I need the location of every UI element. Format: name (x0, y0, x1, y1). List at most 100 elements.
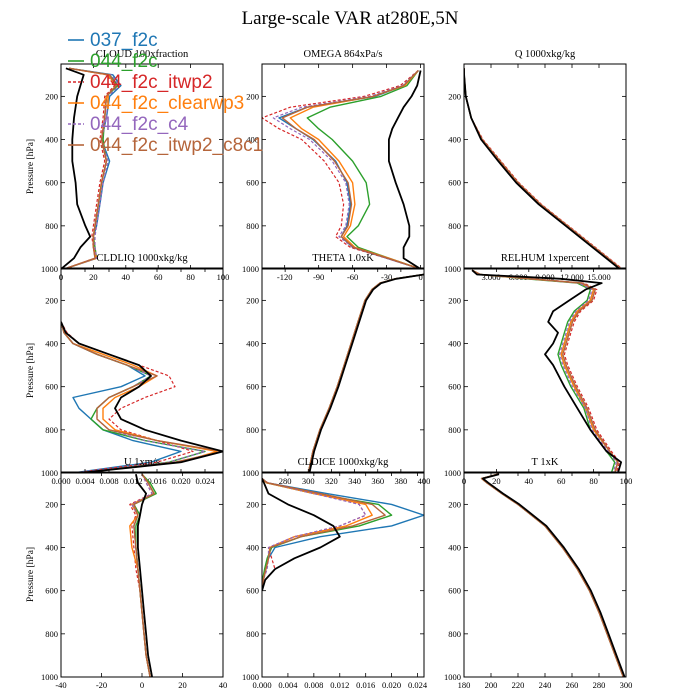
series-line-6 (464, 68, 622, 269)
plot-frame (261, 63, 425, 270)
series-line-4 (480, 473, 624, 677)
plot-frame (261, 471, 425, 678)
y-tick-label: 400 (448, 543, 461, 553)
series-line-6 (63, 67, 117, 269)
series-line-4 (262, 477, 373, 591)
x-tick-label: -20 (96, 680, 107, 690)
panel-title: THETA 1.0xK (312, 253, 374, 264)
x-tick-label: 12.000 (560, 272, 583, 282)
series-group (61, 67, 122, 269)
x-tick-label: 20 (89, 272, 98, 282)
x-tick-label: 0.020 (382, 680, 401, 690)
x-tick-label: 220 (512, 680, 525, 690)
series-group (129, 473, 157, 677)
panel-title: RELHUM 1xpercent (501, 253, 589, 264)
x-tick-label: 180 (458, 680, 471, 690)
legend: 037_f2c044_f2c044_f2c_itwp2044_f2c_clear… (68, 30, 263, 156)
y-tick-label: 400 (448, 135, 461, 145)
y-tick-label: 400 (45, 543, 58, 553)
panel-title: OMEGA 864xPa/s (303, 49, 382, 60)
x-tick-label: 40 (122, 272, 131, 282)
x-tick-label: 300 (620, 680, 633, 690)
plot-frame (60, 63, 224, 270)
series-line-7 (262, 478, 341, 591)
plot-frame (463, 471, 627, 678)
x-tick-label: 20 (178, 680, 187, 690)
panel-title: CLDLIQ 1000xkg/kg (96, 253, 188, 264)
x-tick-label: 0.012 (330, 680, 349, 690)
y-tick-label: 200 (448, 295, 461, 305)
x-tick-label: 0.020 (171, 476, 190, 486)
x-tick-label: 0 (140, 680, 144, 690)
y-tick-label: 600 (45, 586, 58, 596)
y-tick-label: 400 (45, 339, 58, 349)
y-tick-label: 800 (246, 221, 259, 231)
series-line-2 (306, 70, 421, 269)
x-tick-label: -90 (313, 272, 324, 282)
series-line-7 (388, 70, 422, 269)
legend-label: 044_f2c_itwp2_c8c1 (90, 135, 263, 156)
x-tick-label: 0.024 (195, 476, 215, 486)
x-tick-label: 0.016 (356, 680, 375, 690)
panel-title: U 1xm/s (124, 457, 160, 468)
series-group (262, 477, 424, 591)
y-tick-label: 1000 (444, 672, 461, 682)
series-line-7 (61, 67, 92, 269)
y-tick-label: 800 (45, 629, 58, 639)
series-group (61, 321, 223, 473)
panel-4: CLDLIQ 1000xkg/kg0.000 0.004 0.008 0.012 0.0… (26, 253, 224, 486)
series-line-2 (471, 269, 616, 473)
y-tick-label: 800 (45, 425, 58, 435)
x-tick-label: 360 (371, 476, 384, 486)
legend-item: 044_f2c_clearwp3 (68, 93, 244, 114)
x-tick-label: 0.000 (252, 680, 271, 690)
panel-title: CLOUD 100xfraction (96, 49, 189, 60)
plot-frame (261, 267, 425, 474)
series-line-4 (464, 68, 622, 269)
x-tick-label: 9.000 (535, 272, 554, 282)
y-tick-label: 800 (448, 221, 461, 231)
x-tick-label: 320 (325, 476, 338, 486)
x-tick-label: 3.000 (481, 272, 500, 282)
series-line-5 (272, 70, 421, 269)
x-tick-label: 0.008 (99, 476, 118, 486)
series-line-4 (289, 70, 421, 269)
panel-title: T 1xK (532, 457, 559, 468)
y-tick-label: 800 (448, 425, 461, 435)
y-tick-label: 800 (246, 629, 259, 639)
legend-label: 037_f2c (90, 30, 158, 51)
y-tick-label: 200 (45, 91, 58, 101)
series-line-6 (307, 273, 424, 473)
x-tick-label: 60 (557, 476, 566, 486)
series-line-3 (464, 68, 623, 269)
y-tick-label: 200 (246, 295, 259, 305)
series-line-1 (480, 473, 624, 677)
y-tick-label: 600 (448, 382, 461, 392)
y-tick-label: 1000 (444, 264, 461, 274)
legend-label: 044_f2c (90, 51, 158, 72)
y-tick-label: 400 (246, 135, 259, 145)
y-tick-label: 600 (448, 178, 461, 188)
panel-title: CLDICE 1000xkg/kg (298, 457, 389, 468)
series-line-6 (471, 269, 619, 473)
series-line-7 (308, 273, 424, 473)
y-tick-label: 400 (246, 339, 259, 349)
series-line-6 (61, 321, 223, 473)
x-tick-label: 260 (566, 680, 579, 690)
x-tick-label: 0.004 (278, 680, 298, 690)
y-tick-label: 800 (448, 629, 461, 639)
series-line-1 (262, 477, 424, 591)
x-tick-label: 240 (539, 680, 552, 690)
x-tick-label: 15.000 (587, 272, 610, 282)
y-tick-label: 600 (246, 382, 259, 392)
y-tick-label: 200 (246, 499, 259, 509)
series-line-2 (307, 273, 424, 473)
y-axis-label: Pressure [hPa] (26, 343, 36, 398)
legend-item: 044_f2c_c4 (68, 114, 189, 135)
series-line-3 (481, 473, 624, 677)
series-line-7 (61, 321, 223, 473)
